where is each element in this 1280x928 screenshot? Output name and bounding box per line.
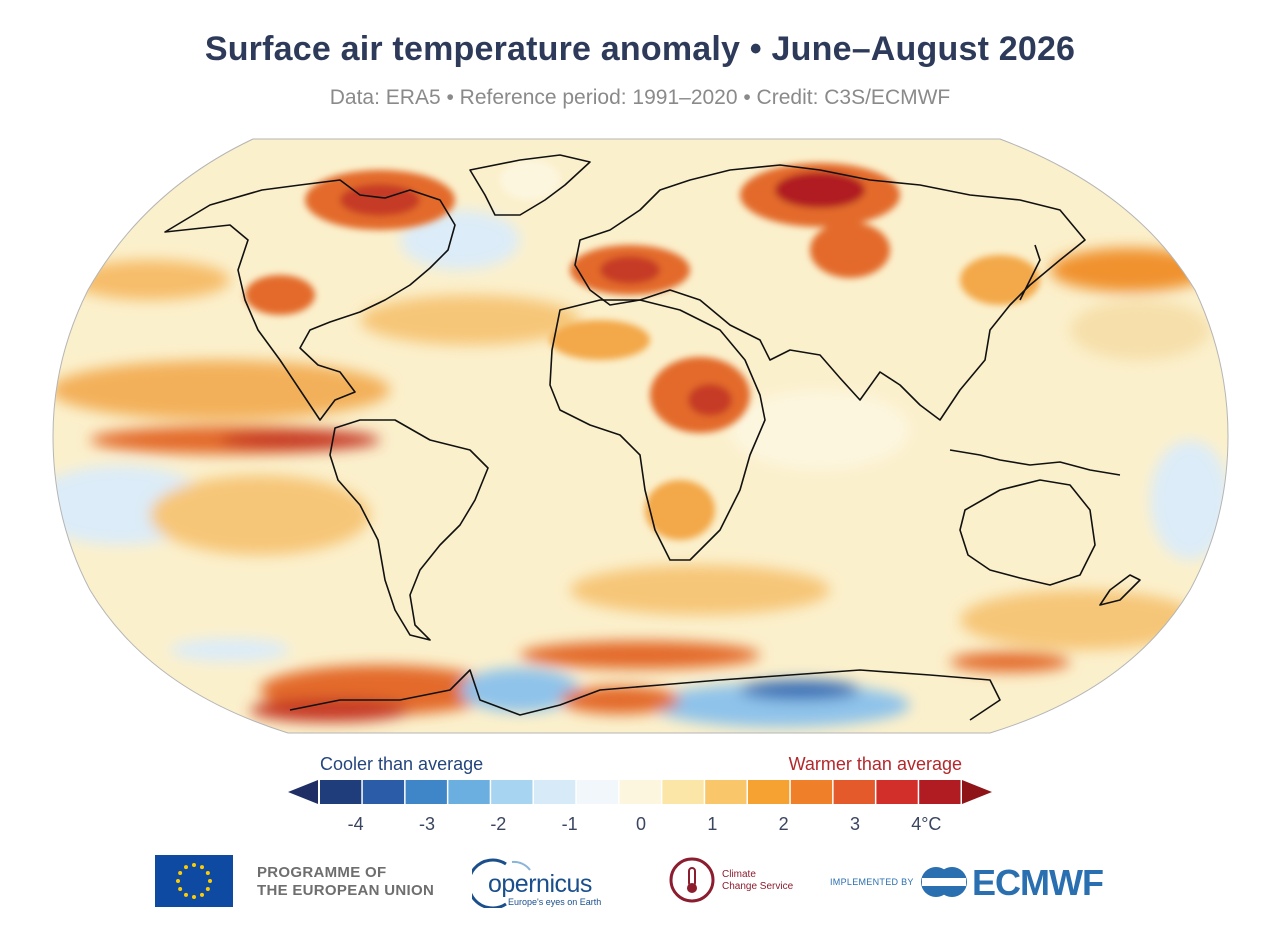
- coastlines: [164, 154, 1141, 721]
- new-zealand-coast: [1099, 574, 1141, 606]
- colorbar-tick-label: 2: [778, 814, 789, 834]
- colorbar-tick-label: -4: [347, 814, 364, 834]
- anomaly-field: [53, 139, 1228, 733]
- colorbar-tick-label: 0: [635, 814, 646, 834]
- colorbar-tick-label: 3: [849, 814, 860, 834]
- implemented-by-label: IMPLEMENTED BY: [830, 877, 914, 887]
- eu-flag-logo: [155, 855, 233, 907]
- japan-coast: [1019, 244, 1041, 301]
- africa-coast: [549, 299, 766, 561]
- copernicus-logo: [472, 858, 531, 908]
- colorbar-tick-label: 1: [707, 814, 718, 834]
- greenland-coast: [469, 154, 591, 216]
- c3s-thermometer-icon: [669, 857, 715, 903]
- colorbar-tick-label: -3: [418, 814, 435, 834]
- antarctica-coast: [289, 669, 1001, 721]
- map-subtitle: Data: ERA5 • Reference period: 1991–2020…: [329, 86, 951, 109]
- eurasia-coast: [574, 164, 1086, 421]
- ecmwf-wordmark: ECMWF: [972, 862, 1104, 903]
- copernicus-wordmark: opernicus: [488, 870, 592, 898]
- south-america-coast: [329, 419, 489, 641]
- legend-cool-label: Cooler than average: [320, 754, 484, 774]
- indonesia-coast: [949, 449, 1121, 476]
- legend-warm-label: Warmer than average: [788, 754, 962, 774]
- colorbar-tick-label: -1: [561, 814, 578, 834]
- australia-coast: [959, 479, 1096, 586]
- eu-programme-text: PROGRAMME OF THE EUROPEAN UNION: [257, 864, 435, 899]
- colorbar-tick-label: 4°C: [911, 814, 942, 834]
- colorbar-tick-label: -2: [490, 814, 507, 834]
- north-america-coast: [164, 179, 456, 421]
- c3s-text: Climate Change Service: [722, 869, 794, 892]
- copernicus-tagline: Europe's eyes on Earth: [508, 897, 602, 907]
- map-title: Surface air temperature anomaly • June–A…: [204, 30, 1076, 68]
- ecmwf-logo-icon: [921, 867, 967, 897]
